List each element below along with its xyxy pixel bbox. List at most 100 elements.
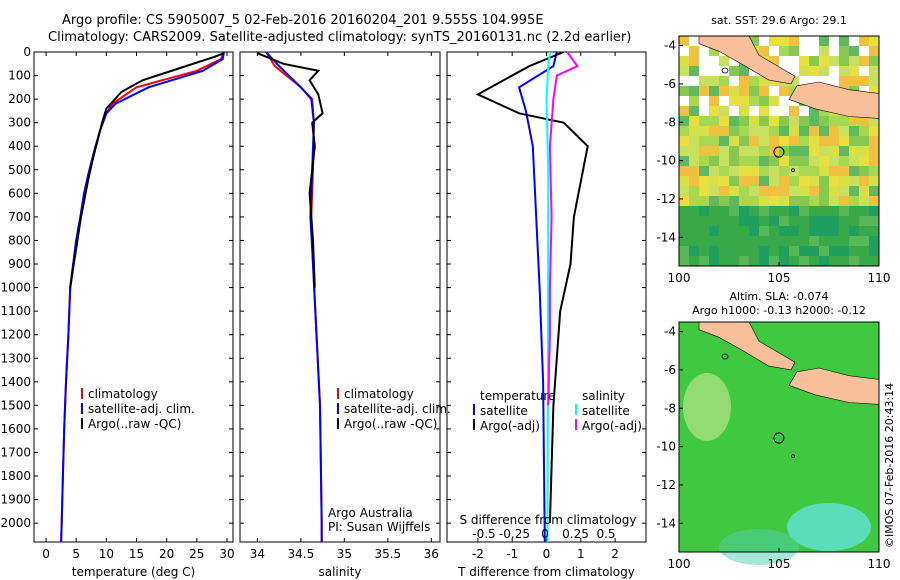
sst-cell <box>849 156 859 166</box>
sst-cell <box>799 196 809 206</box>
sst-cell <box>779 196 789 206</box>
sst-cell <box>739 106 749 116</box>
sst-cell <box>739 156 749 166</box>
sst-cell <box>809 166 819 176</box>
sst-cell <box>759 86 769 96</box>
x-tick-label: -2 <box>472 547 484 561</box>
sst-cell <box>709 86 719 96</box>
sst-cell <box>729 256 739 266</box>
sst-cell <box>849 176 859 186</box>
note-argo-australia: Argo Australia <box>328 506 413 520</box>
secondary-tick-label: 0.25 <box>562 527 589 541</box>
sst-cell <box>689 186 699 196</box>
sst-cell <box>759 76 769 86</box>
depth-tick-label: 1500 <box>0 398 31 412</box>
sst-cell <box>839 66 849 76</box>
sst-cell <box>679 196 689 206</box>
series-line-2 <box>257 52 324 288</box>
sst-cell <box>769 156 779 166</box>
sst-cell <box>759 216 769 226</box>
sst-cell <box>729 166 739 176</box>
sst-cell <box>769 56 779 66</box>
sst-cell <box>789 76 799 86</box>
secondary-tick-label: 0 <box>541 527 549 541</box>
sst-cell <box>749 186 759 196</box>
x-tick-label: 5 <box>72 547 80 561</box>
sst-cell <box>779 166 789 176</box>
sst-cell <box>729 76 739 86</box>
sst-cell <box>679 66 689 76</box>
sst-cell <box>819 196 829 206</box>
sst-cell <box>819 176 829 186</box>
note-pi: PI: Susan Wijffels <box>328 520 430 534</box>
sst-cell <box>689 176 699 186</box>
sst-cell <box>699 126 709 136</box>
sst-cell <box>789 176 799 186</box>
sst-cell <box>769 116 779 126</box>
depth-tick-label: 300 <box>8 116 31 130</box>
sst-cell <box>839 206 849 216</box>
sst-cell <box>859 146 869 156</box>
sst-cell <box>839 166 849 176</box>
sst-cell <box>829 156 839 166</box>
x-tick-label: 10 <box>99 547 114 561</box>
sst-cell <box>859 126 869 136</box>
sst-cell <box>839 136 849 146</box>
sst-cell <box>809 56 819 66</box>
legend-label: satellite <box>582 404 630 418</box>
sst-cell <box>709 186 719 196</box>
sst-cell <box>859 196 869 206</box>
sst-cell <box>719 96 729 106</box>
sst-cell <box>719 186 729 196</box>
sst-cell <box>819 116 829 126</box>
sst-cell <box>749 246 759 256</box>
sst-cell <box>779 226 789 236</box>
sst-cell <box>699 256 709 266</box>
sst-cell <box>789 56 799 66</box>
depth-tick-label: 1800 <box>0 469 31 483</box>
depth-tick-label: 0 <box>23 45 31 59</box>
sst-cell <box>869 236 879 246</box>
sst-cell <box>829 206 839 216</box>
sst-cell <box>749 226 759 236</box>
sst-cell <box>789 66 799 76</box>
sst-cell <box>819 256 829 266</box>
sst-cell <box>699 196 709 206</box>
series-line-2 <box>545 51 551 543</box>
land-sumatra <box>698 321 796 371</box>
sst-cell <box>829 116 839 126</box>
sst-cell <box>849 206 859 216</box>
sst-cell <box>689 166 699 176</box>
sst-cell <box>729 116 739 126</box>
sst-cell <box>739 66 749 76</box>
sst-cell <box>829 126 839 136</box>
sst-cell <box>789 236 799 246</box>
sst-cell <box>769 106 779 116</box>
sst-cell <box>759 156 769 166</box>
sst-cell <box>829 146 839 156</box>
sst-cell <box>679 256 689 266</box>
sst-cell <box>699 96 709 106</box>
sst-cell <box>699 156 709 166</box>
sst-cell <box>829 246 839 256</box>
sst-cell <box>799 256 809 266</box>
sst-cell <box>689 66 699 76</box>
sst-cell <box>689 96 699 106</box>
panel_sal-frame <box>239 51 441 543</box>
sst-cell <box>749 76 759 86</box>
x-tick-label: 35.5 <box>374 547 401 561</box>
sst-cell <box>779 116 789 126</box>
figure-title-line1: Argo profile: CS 5905007_5 02-Feb-2016 2… <box>62 13 544 28</box>
sst-cell <box>679 246 689 256</box>
sst-cell <box>789 126 799 136</box>
sst-cell <box>799 176 809 186</box>
sst-cell <box>699 176 709 186</box>
sst-cell <box>739 76 749 86</box>
sst-cell <box>839 216 849 226</box>
sst-cell <box>719 236 729 246</box>
sst-cell <box>709 46 719 56</box>
sst-cell <box>849 66 859 76</box>
x-tick-label: 30 <box>219 547 234 561</box>
sst-cell <box>819 126 829 136</box>
